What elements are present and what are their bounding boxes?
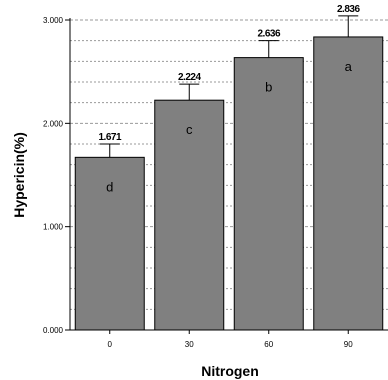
- error-bars: [99, 15, 359, 158]
- value-label-30: 2.224: [178, 72, 201, 83]
- group-letter-60: b: [265, 80, 272, 95]
- y-axis-label: Hypericin(%): [11, 132, 27, 218]
- bars: [74, 36, 384, 331]
- y-tick-label-0: 0.000: [43, 326, 64, 335]
- y-ticks: 0.000 1.000 2.000 3.000: [43, 16, 70, 335]
- x-tick-label-90: 90: [344, 340, 353, 349]
- y-tick-label-2: 2.000: [43, 119, 64, 128]
- x-ticks: 0 30 60 90: [108, 330, 353, 349]
- value-label-60: 2.636: [257, 29, 280, 40]
- x-tick-label-0: 0: [108, 340, 113, 349]
- value-label-0: 1.671: [98, 132, 121, 143]
- y-tick-label-3: 3.000: [43, 16, 64, 25]
- group-letter-90: a: [345, 59, 353, 74]
- group-letter-30: c: [186, 122, 193, 137]
- value-labels: 1.671 d 2.224 c 2.636 b 2.836 a: [98, 4, 360, 194]
- x-tick-label-60: 60: [264, 340, 273, 349]
- bar-60: [233, 57, 304, 331]
- value-label-90: 2.836: [337, 4, 360, 15]
- x-tick-label-30: 30: [185, 340, 194, 349]
- bar-90: [313, 36, 384, 331]
- bar-30: [154, 99, 225, 331]
- x-axis-label: Nitrogen: [201, 363, 259, 379]
- y-tick-label-1: 1.000: [43, 223, 64, 232]
- group-letter-0: d: [106, 179, 113, 194]
